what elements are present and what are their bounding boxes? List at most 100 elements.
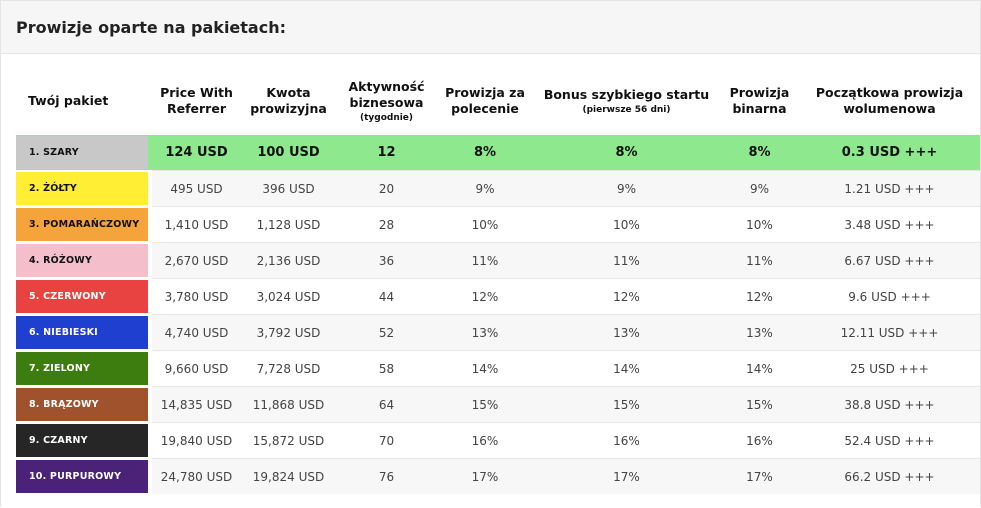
- table-row: 7. ZIELONY 9,660 USD 7,728 USD 58 14% 14% 14% 2…: [16, 350, 980, 387]
- cell-activity: 20: [336, 170, 437, 207]
- header-binary: Prowizja binarna: [729, 85, 790, 116]
- cell-activity: 28: [336, 206, 437, 243]
- table-header-row: Twój pakiet Price With Referrer Kwota pr…: [16, 68, 980, 135]
- header-commission-amount: Kwota prowizyjna: [250, 85, 327, 116]
- cell-volume: 25 USD +++: [799, 350, 980, 387]
- cell-fast-start: 15%: [533, 386, 720, 423]
- cell-referral: 14%: [437, 350, 533, 387]
- cell-binary: 12%: [720, 278, 799, 315]
- package-badge: 8. BRĄZOWY: [16, 388, 148, 421]
- cell-price: 9,660 USD: [152, 350, 241, 387]
- cell-volume: 3.48 USD +++: [799, 206, 980, 243]
- cell-volume: 6.67 USD +++: [799, 242, 980, 279]
- cell-referral: 15%: [437, 386, 533, 423]
- header-activity-label: Aktywność biznesowa: [348, 78, 425, 110]
- cell-price: 3,780 USD: [152, 278, 241, 315]
- cell-fast-start: 10%: [533, 206, 720, 243]
- table-row: 2. ŻÓŁTY 495 USD 396 USD 20 9% 9% 9% 1.21 USD +…: [16, 170, 980, 207]
- cell-activity: 70: [336, 422, 437, 459]
- cell-volume: 0.3 USD +++: [799, 134, 980, 171]
- cell-binary: 13%: [720, 314, 799, 351]
- table-row: 9. CZARNY 19,840 USD 15,872 USD 70 16% 16% 16%…: [16, 422, 980, 459]
- panel-title: Prowizje oparte na pakietach:: [16, 17, 286, 37]
- cell-referral: 13%: [437, 314, 533, 351]
- cell-referral: 9%: [437, 170, 533, 207]
- table-body: 1. SZARY 124 USD 100 USD 12 8% 8% 8% 0.3 USD ++…: [16, 134, 980, 494]
- cell-activity: 44: [336, 278, 437, 315]
- table-row: 1. SZARY 124 USD 100 USD 12 8% 8% 8% 0.3 USD ++…: [16, 134, 980, 171]
- cell-package: 8. BRĄZOWY: [16, 386, 152, 423]
- cell-commission-amount: 100 USD: [241, 134, 336, 171]
- header-activity-sub: (tygodnie): [359, 112, 414, 123]
- package-badge: 2. ŻÓŁTY: [16, 172, 148, 205]
- cell-fast-start: 9%: [533, 170, 720, 207]
- cell-price: 4,740 USD: [152, 314, 241, 351]
- cell-price: 2,670 USD: [152, 242, 241, 279]
- cell-volume: 38.8 USD +++: [799, 386, 980, 423]
- cell-referral: 10%: [437, 206, 533, 243]
- cell-volume: 1.21 USD +++: [799, 170, 980, 207]
- cell-package: 3. POMARAŃCZOWY: [16, 206, 152, 243]
- cell-price: 124 USD: [152, 134, 241, 171]
- package-badge: 10. PURPUROWY: [16, 460, 148, 493]
- header-package: Twój pakiet: [28, 93, 109, 108]
- header-fast-start-sub: (pierwsze 56 dni): [582, 104, 671, 115]
- cell-commission-amount: 19,824 USD: [241, 458, 336, 494]
- cell-price: 19,840 USD: [152, 422, 241, 459]
- panel-header: Prowizje oparte na pakietach:: [1, 1, 980, 54]
- cell-price: 14,835 USD: [152, 386, 241, 423]
- cell-price: 24,780 USD: [152, 458, 241, 494]
- cell-commission-amount: 11,868 USD: [241, 386, 336, 423]
- cell-commission-amount: 15,872 USD: [241, 422, 336, 459]
- table-row: 8. BRĄZOWY 14,835 USD 11,868 USD 64 15% 15% 15…: [16, 386, 980, 423]
- cell-fast-start: 16%: [533, 422, 720, 459]
- cell-volume: 66.2 USD +++: [799, 458, 980, 494]
- cell-commission-amount: 1,128 USD: [241, 206, 336, 243]
- cell-activity: 58: [336, 350, 437, 387]
- package-badge: 5. CZERWONY: [16, 280, 148, 313]
- cell-commission-amount: 396 USD: [241, 170, 336, 207]
- cell-package: 9. CZARNY: [16, 422, 152, 459]
- table-row: 6. NIEBIESKI 4,740 USD 3,792 USD 52 13% 13% 13…: [16, 314, 980, 351]
- cell-fast-start: 8%: [533, 134, 720, 171]
- cell-activity: 12: [336, 134, 437, 171]
- header-volume: Początkowa prowizja wolumenowa: [815, 85, 964, 116]
- header-fast-start: Bonus szybkiego startu (pierwsze 56 dni): [533, 68, 720, 135]
- package-badge: 3. POMARAŃCZOWY: [16, 208, 148, 241]
- table-row: 5. CZERWONY 3,780 USD 3,024 USD 44 12% 12% 12%…: [16, 278, 980, 315]
- cell-fast-start: 12%: [533, 278, 720, 315]
- cell-activity: 76: [336, 458, 437, 494]
- cell-volume: 52.4 USD +++: [799, 422, 980, 459]
- cell-package: 10. PURPUROWY: [16, 458, 152, 494]
- cell-referral: 16%: [437, 422, 533, 459]
- cell-price: 1,410 USD: [152, 206, 241, 243]
- cell-package: 5. CZERWONY: [16, 278, 152, 315]
- cell-volume: 9.6 USD +++: [799, 278, 980, 315]
- cell-binary: 11%: [720, 242, 799, 279]
- cell-package: 6. NIEBIESKI: [16, 314, 152, 351]
- commission-table: Twój pakiet Price With Referrer Kwota pr…: [16, 68, 980, 494]
- cell-binary: 14%: [720, 350, 799, 387]
- package-badge: 4. RÓŻOWY: [16, 244, 148, 277]
- table-row: 4. RÓŻOWY 2,670 USD 2,136 USD 36 11% 11% 11% 6.…: [16, 242, 980, 279]
- package-badge: 7. ZIELONY: [16, 352, 148, 385]
- cell-fast-start: 14%: [533, 350, 720, 387]
- cell-package: 4. RÓŻOWY: [16, 242, 152, 279]
- cell-commission-amount: 3,792 USD: [241, 314, 336, 351]
- cell-package: 2. ŻÓŁTY: [16, 170, 152, 207]
- table-row: 10. PURPUROWY 24,780 USD 19,824 USD 76 17% 17…: [16, 458, 980, 494]
- cell-commission-amount: 7,728 USD: [241, 350, 336, 387]
- package-badge: 1. SZARY: [16, 136, 148, 169]
- header-price: Price With Referrer: [160, 85, 233, 116]
- cell-volume: 12.11 USD +++: [799, 314, 980, 351]
- cell-fast-start: 11%: [533, 242, 720, 279]
- cell-activity: 52: [336, 314, 437, 351]
- cell-fast-start: 17%: [533, 458, 720, 494]
- header-referral: Prowizja za polecenie: [445, 85, 525, 116]
- cell-fast-start: 13%: [533, 314, 720, 351]
- cell-commission-amount: 2,136 USD: [241, 242, 336, 279]
- package-badge: 6. NIEBIESKI: [16, 316, 148, 349]
- cell-referral: 8%: [437, 134, 533, 171]
- cell-binary: 15%: [720, 386, 799, 423]
